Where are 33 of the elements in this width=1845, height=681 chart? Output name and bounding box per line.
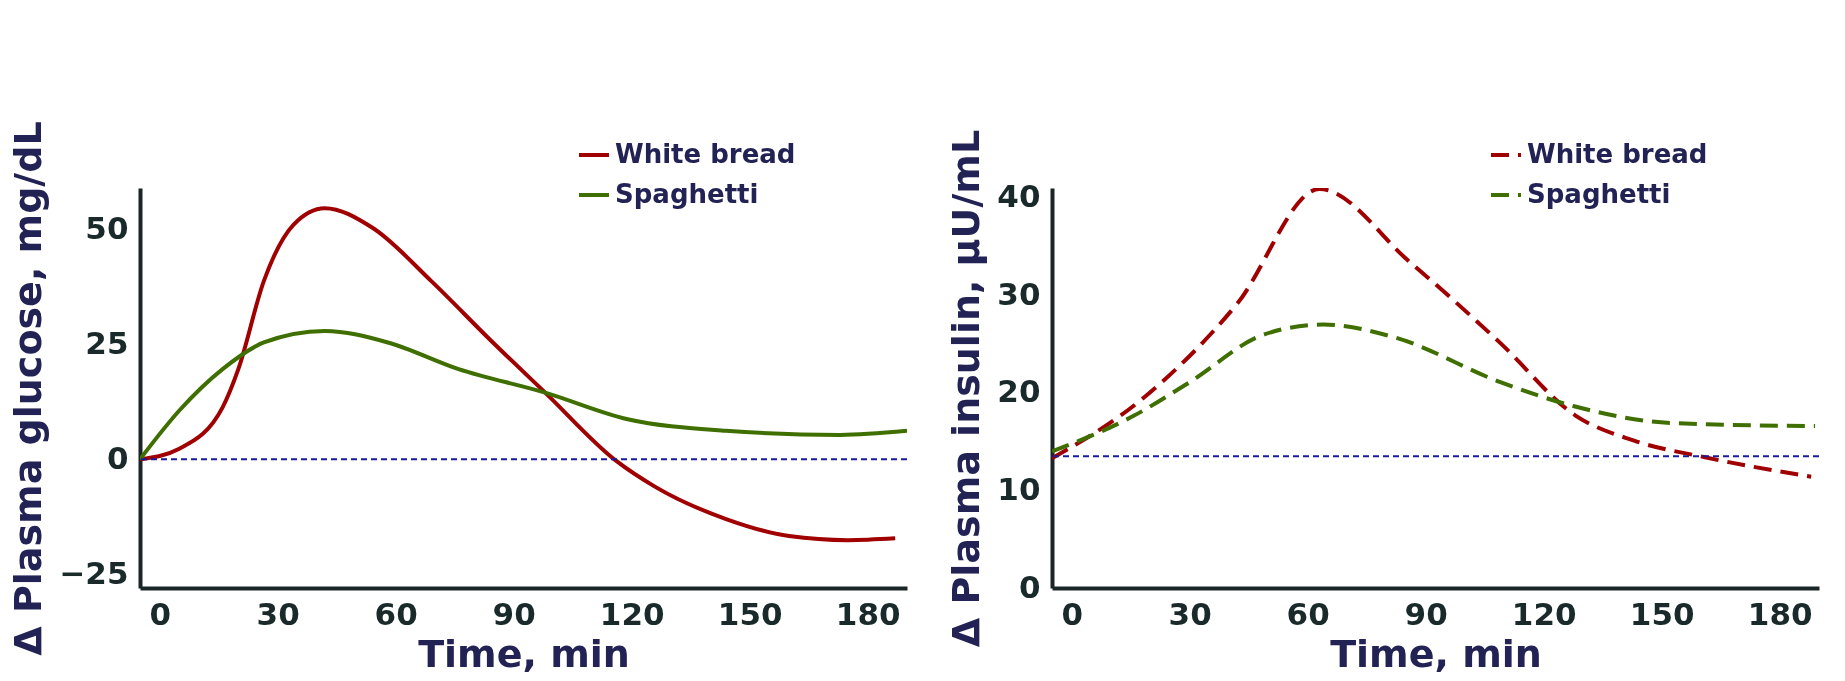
x-tick-label: 30 [256, 595, 300, 632]
y-tick-label: −25 [59, 554, 129, 591]
y-tick-label: 50 [85, 209, 129, 246]
x-tick-label: 90 [1404, 595, 1448, 632]
x-tick-label: 60 [1286, 595, 1330, 632]
x-tick-label: 150 [717, 595, 783, 632]
legend-label: Spaghetti [615, 179, 759, 209]
line-series [140, 328, 907, 462]
y-axis-title: Δ Plasma glucose, mg/dL [6, 121, 51, 656]
y-tick-label: 20 [997, 373, 1041, 410]
x-tick-label: 90 [492, 595, 536, 632]
legend-label: White bread [1527, 139, 1708, 169]
x-tick-label: 180 [1747, 595, 1813, 632]
y-tick-label: 10 [997, 470, 1041, 507]
y-tick-label: 0 [106, 439, 129, 476]
legend-label: Spaghetti [1527, 179, 1671, 209]
x-tick-label: 60 [374, 595, 418, 632]
legend-label: White bread [615, 139, 796, 169]
y-tick-label: 25 [85, 324, 129, 361]
x-tick-label: 150 [1629, 595, 1695, 632]
y-tick-label: 30 [997, 275, 1041, 312]
x-tick-label: 120 [1511, 595, 1577, 632]
x-tick-label: 180 [835, 595, 901, 632]
x-tick-label: 120 [599, 595, 665, 632]
x-axis-title: Time, min [418, 631, 630, 676]
x-tick-label: 0 [1061, 595, 1083, 632]
x-axis-title: Time, min [1330, 631, 1542, 676]
line-series [1052, 322, 1818, 454]
y-axis-title: Δ Plasma insulin, µU/mL [944, 129, 989, 648]
x-tick-label: 0 [149, 595, 171, 632]
y-tick-label: 40 [997, 178, 1041, 215]
x-tick-label: 30 [1168, 595, 1212, 632]
y-tick-label: 0 [1018, 568, 1041, 605]
